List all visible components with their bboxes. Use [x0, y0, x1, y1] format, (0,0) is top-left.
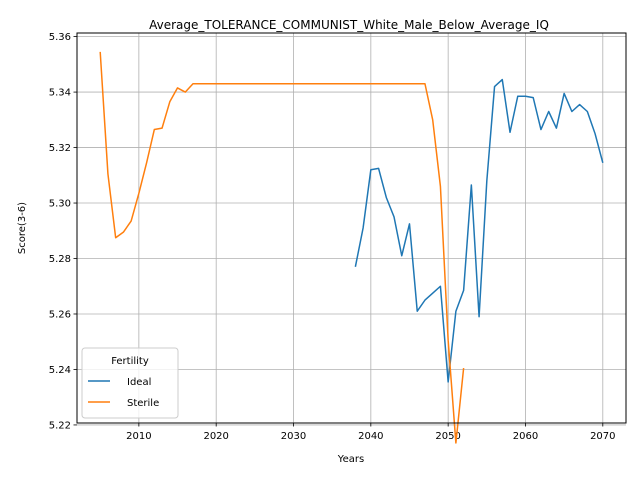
series-lines	[99, 51, 604, 444]
y-tick-label: 5.22	[49, 420, 71, 431]
x-tick-label: 2050	[435, 431, 460, 442]
x-tick-label: 2060	[513, 431, 538, 442]
x-tick-label: 2070	[590, 431, 615, 442]
x-axis-label: Years	[337, 454, 364, 465]
x-tick-label: 2040	[358, 431, 383, 442]
legend-label-sterile: Sterile	[127, 398, 159, 409]
chart-title: Average_TOLERANCE_COMMUNIST_White_Male_B…	[149, 18, 549, 32]
plot-frame	[76, 32, 627, 424]
x-tick-label: 2010	[126, 431, 151, 442]
y-tick-label: 5.30	[49, 199, 71, 210]
grid-lines	[77, 33, 626, 426]
y-tick-label: 5.26	[49, 309, 71, 320]
y-tick-label: 5.28	[49, 254, 71, 265]
y-tick-label: 5.34	[49, 88, 71, 99]
x-tick-label: 2020	[203, 431, 228, 442]
legend-box	[81, 347, 179, 419]
x-axis-ticks: 2010 2020 2030 2040 2050 2060 2070	[126, 423, 616, 442]
legend-title: Fertility	[111, 356, 149, 367]
y-tick-label: 5.32	[49, 143, 71, 154]
y-axis-label: Score(3-6)	[17, 202, 28, 254]
series-line-ideal	[354, 78, 604, 383]
y-tick-label: 5.24	[49, 365, 71, 376]
legend: Fertility Ideal Sterile	[81, 347, 179, 419]
y-tick-label: 5.36	[49, 32, 71, 43]
x-tick-label: 2030	[281, 431, 306, 442]
y-axis-ticks: 5.22 5.24 5.26 5.28 5.30 5.32 5.34 5.36	[49, 32, 77, 431]
series-line-sterile	[99, 51, 465, 444]
legend-label-ideal: Ideal	[127, 377, 151, 388]
